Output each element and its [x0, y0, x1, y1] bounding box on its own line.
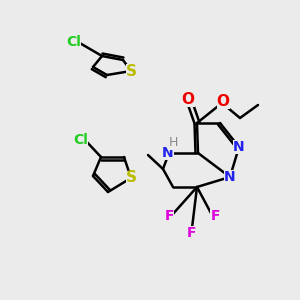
Text: S: S	[125, 170, 136, 185]
Text: N: N	[162, 146, 174, 160]
Text: H: H	[168, 136, 178, 149]
Text: Cl: Cl	[67, 35, 81, 49]
Text: N: N	[233, 140, 245, 154]
Text: F: F	[187, 226, 197, 240]
Text: O: O	[182, 92, 194, 106]
Text: F: F	[210, 209, 220, 223]
Text: O: O	[217, 94, 230, 109]
Text: F: F	[164, 209, 174, 223]
Text: S: S	[125, 64, 136, 79]
Text: Cl: Cl	[74, 133, 88, 147]
Text: N: N	[224, 170, 236, 184]
